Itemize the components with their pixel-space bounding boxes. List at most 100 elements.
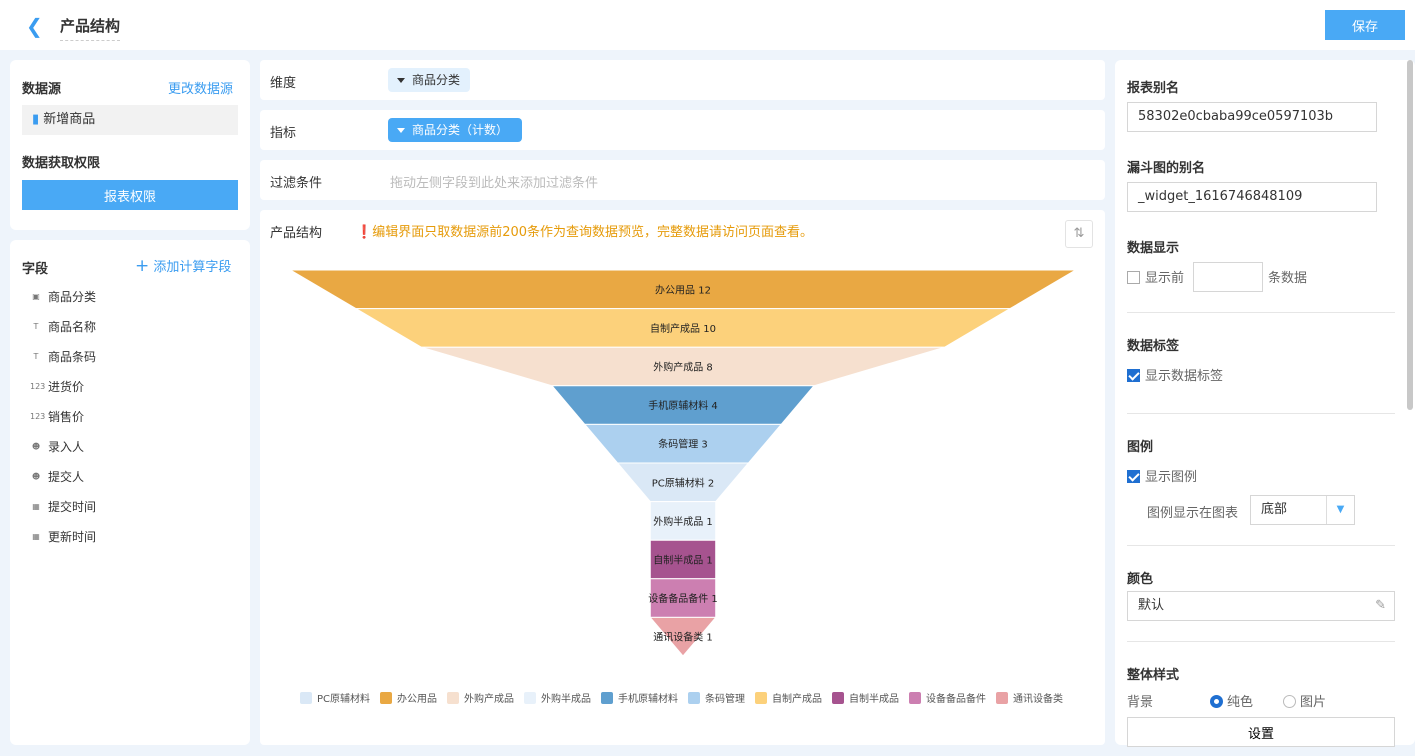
radio-checked-icon — [1210, 695, 1223, 708]
divider — [1127, 545, 1395, 546]
sort-toggle-icon[interactable]: ⇅ — [1065, 220, 1093, 248]
fields-panel: 字段 + 添加计算字段 ▣ 商品分类 T 商品名称 T 商品条码 123 进货价 123 销售价 ☻… — [10, 240, 250, 745]
legend-item[interactable]: 自制产成品 — [755, 690, 822, 705]
legend-label: 图例 — [1127, 440, 1154, 455]
field-item[interactable]: 123 销售价 — [30, 408, 84, 425]
metric-chip[interactable]: 商品分类（计数） — [388, 118, 523, 142]
page-title[interactable]: 产品结构 — [60, 15, 121, 41]
legend-item[interactable]: 办公用品 — [380, 690, 437, 705]
bg-solid-label: 纯色 — [1227, 695, 1254, 710]
show-legend-checkbox[interactable]: 显示图例 — [1127, 466, 1197, 485]
dimension-chip[interactable]: 商品分类 — [388, 68, 471, 92]
datasource-item[interactable]: ▮ 新增商品 — [22, 105, 238, 135]
legend-label: 办公用品 — [397, 694, 438, 705]
field-item[interactable]: T 商品名称 — [30, 318, 96, 335]
funnel-data-label: 自制产成品 10 — [650, 322, 716, 335]
radio-icon — [1283, 695, 1296, 708]
legend-label: 外购半成品 — [541, 694, 592, 705]
add-calc-field-button[interactable]: + 添加计算字段 — [135, 256, 231, 276]
row-count-input[interactable] — [1193, 262, 1263, 292]
legend-item[interactable]: 条码管理 — [688, 690, 745, 705]
metric-label: 指标 — [270, 126, 297, 141]
field-item[interactable]: ☻ 录入人 — [30, 438, 84, 455]
dimension-label: 维度 — [270, 76, 297, 91]
field-name: 更新时间 — [48, 530, 97, 544]
field-name: 销售价 — [48, 410, 85, 424]
change-datasource-link[interactable]: 更改数据源 — [168, 82, 234, 97]
field-item[interactable]: ☻ 提交人 — [30, 468, 84, 485]
edit-icon: ✎ — [1375, 598, 1386, 613]
settings-button[interactable]: 设置 — [1127, 717, 1395, 747]
metric-chip-label: 商品分类（计数） — [412, 123, 509, 137]
legend-swatch — [996, 691, 1009, 704]
field-item[interactable]: 123 进货价 — [30, 378, 84, 395]
legend-label: 自制半成品 — [849, 694, 900, 705]
legend-swatch — [447, 691, 460, 704]
bg-solid-radio[interactable]: 纯色 — [1210, 691, 1253, 710]
warning-icon: ❗ — [356, 225, 373, 240]
show-legend-text: 显示图例 — [1145, 470, 1198, 485]
field-name: 商品条码 — [48, 350, 97, 364]
dimension-chip-label: 商品分类 — [412, 73, 461, 87]
show-first-checkbox[interactable]: 显示前 — [1127, 267, 1184, 286]
data-label-label: 数据标签 — [1127, 339, 1180, 354]
legend-swatch — [909, 691, 922, 704]
document-icon: ▮ — [32, 112, 40, 127]
legend-item[interactable]: 自制半成品 — [832, 690, 899, 705]
filter-row[interactable]: 过滤条件 拖动左侧字段到此处来添加过滤条件 — [260, 160, 1105, 200]
divider — [1127, 312, 1395, 313]
legend-swatch — [601, 691, 614, 704]
legend-item[interactable]: PC原辅材料 — [300, 690, 370, 705]
legend-swatch — [688, 691, 701, 704]
calendar-icon: ▦ — [32, 532, 40, 541]
bg-image-radio[interactable]: 图片 — [1283, 691, 1326, 710]
show-data-label-checkbox[interactable]: 显示数据标签 — [1127, 365, 1223, 384]
funnel-data-label: 手机原辅材料 4 — [648, 399, 718, 412]
checkbox-icon — [1127, 271, 1140, 284]
funnel-chart: 办公用品 12 自制产成品 10 外购产成品 8 手机原辅材料 4 条码管理 3 PC原辅… — [288, 269, 1078, 657]
field-item[interactable]: ▦ 更新时间 — [30, 528, 96, 545]
checkbox-checked-icon — [1127, 470, 1140, 483]
add-calc-field-label: 添加计算字段 — [153, 260, 232, 275]
funnel-data-label: 通讯设备类 1 — [653, 631, 713, 644]
data-display-label: 数据显示 — [1127, 241, 1180, 256]
report-permission-button[interactable]: 报表权限 — [22, 180, 238, 210]
alias-input[interactable]: 58302e0cbaba99ce0597103b — [1127, 102, 1377, 132]
legend-label: 自制产成品 — [772, 694, 823, 705]
legend-item[interactable]: 外购产成品 — [447, 690, 514, 705]
field-name: 录入人 — [48, 440, 85, 454]
category-icon: ▣ — [32, 292, 40, 301]
warning-message: ❗编辑界面只取数据源前200条作为查询数据预览，完整数据请访问页面查看。 — [356, 221, 813, 240]
field-item[interactable]: T 商品条码 — [30, 348, 96, 365]
legend-item[interactable]: 通讯设备类 — [996, 690, 1063, 705]
datasource-label: 数据源 — [22, 82, 62, 97]
chart-title: 产品结构 — [270, 226, 323, 241]
divider — [1127, 413, 1395, 414]
style-label: 整体样式 — [1127, 668, 1180, 683]
legend-item[interactable]: 外购半成品 — [524, 690, 591, 705]
bg-image-label: 图片 — [1300, 695, 1327, 710]
back-icon[interactable]: ❮ — [26, 14, 43, 38]
legend-item[interactable]: 设备备品备件 — [909, 690, 986, 705]
divider — [1127, 641, 1395, 642]
user-icon: ☻ — [31, 442, 41, 451]
funnel-data-label: 设备备品备件 1 — [648, 592, 718, 605]
field-name: 商品分类 — [48, 290, 97, 304]
background-label: 背景 — [1127, 695, 1154, 710]
save-button[interactable]: 保存 — [1325, 10, 1405, 40]
field-name: 商品名称 — [48, 320, 97, 334]
legend-item[interactable]: 手机原辅材料 — [601, 690, 678, 705]
color-select[interactable]: 默认 ✎ — [1127, 591, 1395, 621]
legend-label: PC原辅材料 — [317, 694, 371, 705]
plus-icon: + — [135, 256, 150, 276]
funnel-alias-input[interactable]: _widget_1616746848109 — [1127, 182, 1377, 212]
filter-placeholder: 拖动左侧字段到此处来添加过滤条件 — [390, 176, 599, 191]
field-item[interactable]: ▦ 提交时间 — [30, 498, 96, 515]
legend-position-select[interactable]: 底部 ▼ — [1250, 495, 1355, 525]
legend-label: 条码管理 — [705, 694, 746, 705]
funnel-segment[interactable] — [649, 616, 717, 657]
field-item[interactable]: ▣ 商品分类 — [30, 288, 96, 305]
scrollbar[interactable] — [1407, 60, 1413, 410]
permission-label: 数据获取权限 — [22, 156, 101, 171]
settings-panel — [1115, 60, 1415, 745]
